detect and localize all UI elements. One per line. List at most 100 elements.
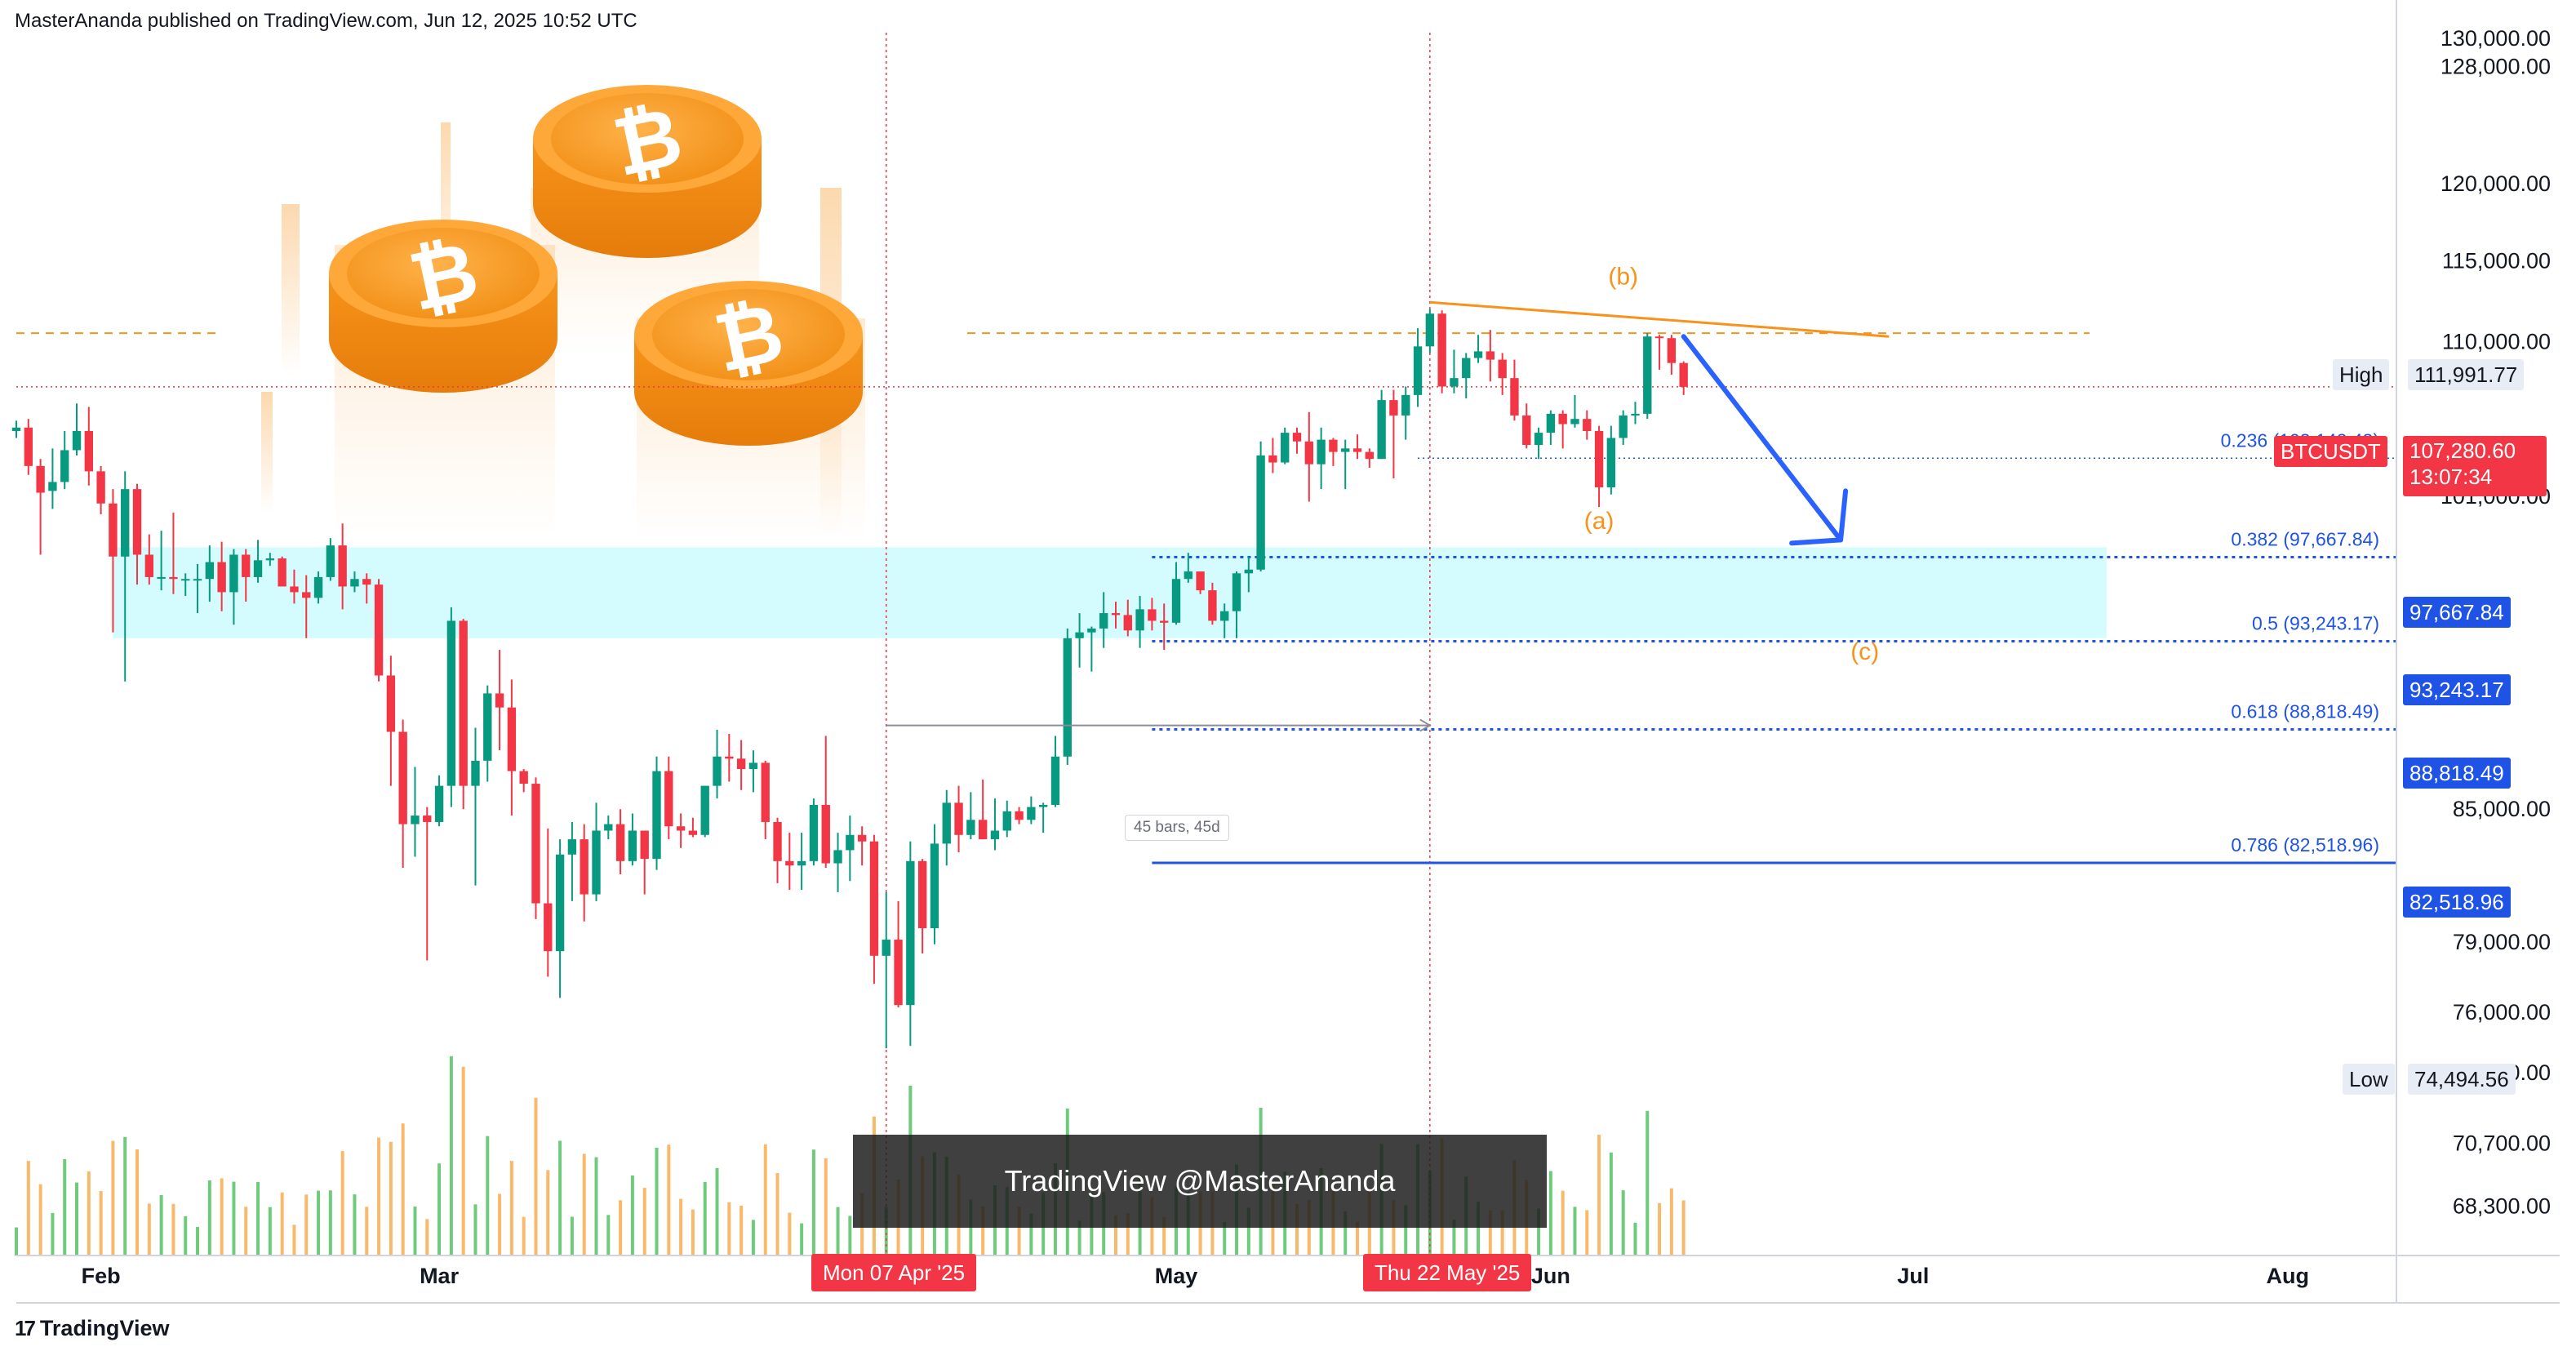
candle[interactable] (326, 538, 335, 581)
candle[interactable] (84, 407, 93, 486)
candle[interactable] (1015, 807, 1024, 824)
candle[interactable] (423, 807, 432, 961)
candle[interactable] (1063, 628, 1072, 765)
candle[interactable] (48, 448, 57, 509)
candle[interactable] (1232, 571, 1241, 638)
candle[interactable] (181, 573, 190, 597)
candle[interactable] (580, 824, 588, 922)
candle[interactable] (1389, 389, 1398, 479)
candle[interactable] (459, 619, 468, 810)
candle[interactable] (278, 556, 286, 587)
candle[interactable] (36, 459, 45, 555)
candle[interactable] (1208, 582, 1217, 625)
candle[interactable] (797, 833, 806, 891)
candle[interactable] (761, 760, 770, 840)
candle[interactable] (1196, 571, 1205, 594)
candle[interactable] (833, 833, 842, 892)
candle[interactable] (169, 512, 178, 594)
candle[interactable] (713, 730, 722, 799)
candle[interactable] (193, 563, 202, 614)
candle[interactable] (1667, 335, 1677, 376)
candle[interactable] (1413, 328, 1423, 407)
candle[interactable] (24, 419, 33, 475)
candle[interactable] (109, 489, 118, 633)
candle[interactable] (386, 656, 396, 786)
candle[interactable] (700, 785, 709, 838)
candle[interactable] (434, 775, 444, 827)
candle[interactable] (869, 834, 879, 984)
candle[interactable] (205, 545, 215, 602)
candle[interactable] (1643, 333, 1652, 420)
candle[interactable] (882, 891, 890, 1049)
candle[interactable] (544, 828, 553, 977)
candle[interactable] (1450, 349, 1459, 393)
candle[interactable] (411, 767, 420, 857)
candle[interactable] (1281, 427, 1290, 464)
candle[interactable] (338, 523, 347, 610)
candle[interactable] (1135, 596, 1144, 648)
candle[interactable] (857, 826, 867, 866)
candle[interactable] (1486, 330, 1495, 382)
candle[interactable] (1606, 425, 1616, 495)
candle[interactable] (1244, 556, 1253, 593)
candle[interactable] (1027, 796, 1036, 824)
candle[interactable] (229, 549, 238, 625)
candle[interactable] (242, 549, 251, 602)
candle[interactable] (1075, 613, 1084, 668)
candle[interactable] (302, 575, 311, 638)
candle[interactable] (725, 734, 734, 782)
candle[interactable] (398, 719, 407, 868)
candle[interactable] (531, 777, 540, 919)
candle[interactable] (1123, 599, 1132, 637)
candle[interactable] (507, 679, 517, 816)
candle[interactable] (1679, 361, 1688, 395)
candle[interactable] (809, 798, 819, 866)
candle[interactable] (1087, 626, 1096, 672)
candle[interactable] (821, 736, 830, 868)
candle[interactable] (676, 813, 686, 848)
candle[interactable] (519, 769, 528, 793)
candle[interactable] (132, 483, 142, 585)
candle[interactable] (748, 750, 758, 793)
candle[interactable] (942, 789, 951, 866)
candle[interactable] (313, 571, 323, 604)
candle[interactable] (954, 785, 963, 853)
candle[interactable] (688, 817, 698, 838)
candle[interactable] (121, 471, 130, 682)
tradingview-logo[interactable]: 17 TradingView (15, 1316, 169, 1341)
candle[interactable] (1268, 438, 1277, 473)
candle[interactable] (1619, 410, 1628, 446)
candle[interactable] (253, 540, 263, 583)
candle[interactable] (217, 541, 226, 611)
candle[interactable] (966, 792, 975, 840)
candle[interactable] (265, 553, 275, 567)
candle[interactable] (483, 685, 492, 782)
candle[interactable] (567, 821, 577, 901)
candle[interactable] (1341, 439, 1350, 490)
candle[interactable] (615, 809, 625, 875)
candle[interactable] (906, 841, 915, 1047)
candle[interactable] (1317, 427, 1326, 490)
candle[interactable] (1546, 410, 1556, 446)
candle[interactable] (60, 430, 69, 490)
candle[interactable] (362, 573, 371, 604)
candle[interactable] (1654, 335, 1664, 370)
candle[interactable] (652, 756, 661, 870)
candle[interactable] (1401, 386, 1410, 440)
candle[interactable] (1558, 410, 1567, 449)
candle[interactable] (773, 817, 782, 883)
candle[interactable] (1220, 603, 1229, 638)
candle[interactable] (1352, 434, 1362, 460)
candle[interactable] (990, 798, 1000, 851)
candle[interactable] (1184, 553, 1193, 583)
candle[interactable] (1304, 411, 1313, 502)
candle[interactable] (1473, 335, 1483, 363)
candle[interactable] (736, 740, 746, 790)
candle[interactable] (1050, 736, 1060, 807)
candle[interactable] (930, 824, 939, 944)
candle[interactable] (1111, 602, 1121, 629)
candle[interactable] (628, 813, 637, 866)
candle[interactable] (1171, 562, 1181, 625)
candle[interactable] (1425, 309, 1435, 353)
candle[interactable] (1365, 448, 1375, 469)
